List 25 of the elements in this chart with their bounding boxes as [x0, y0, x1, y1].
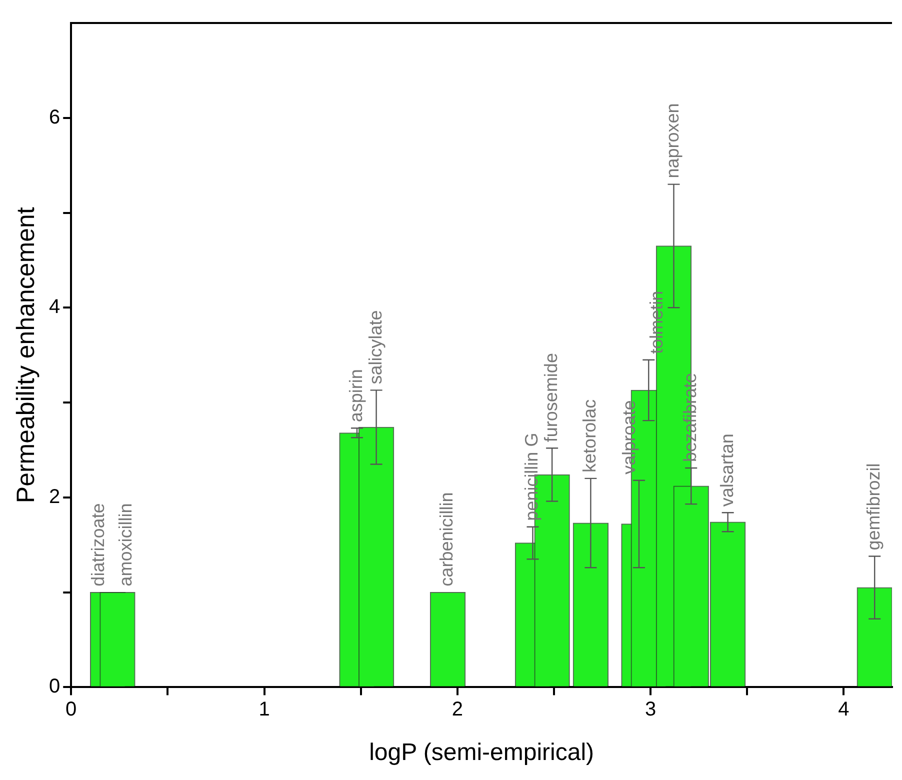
x-tick-label: 3 — [645, 698, 656, 721]
x-tick-label: 1 — [258, 698, 270, 721]
annotation: valproate — [618, 400, 639, 474]
x-tick-label: 4 — [838, 698, 850, 721]
annotation: penicillin G — [522, 432, 542, 521]
annotation: carbenicillin — [436, 492, 457, 586]
annotation: naproxen — [662, 103, 683, 178]
x-tick-label: 2 — [452, 698, 463, 721]
annotation: ketorolac — [580, 399, 600, 472]
y-tick-label: 2 — [49, 486, 60, 508]
x-axis-title: logP (semi-empirical) — [369, 739, 594, 766]
y-tick-label: 4 — [49, 296, 60, 318]
annotation: diatrizoate — [88, 503, 108, 586]
y-tick-label: 6 — [49, 106, 60, 128]
annotation: salicylate — [365, 310, 386, 384]
annotation: amoxicillin — [115, 503, 136, 586]
annotation: valsartan — [716, 434, 737, 507]
annotation: gemfibrozil — [864, 463, 884, 550]
x-tick-label: 0 — [66, 698, 77, 721]
annotation: aspirin — [346, 369, 366, 422]
annotation: bezafibrate — [680, 372, 700, 462]
annotation: tolmetin — [646, 290, 667, 354]
annotation: furosemide — [541, 353, 562, 442]
y-tick-label: 0 — [49, 676, 60, 698]
y-axis-title: Permeability enhancement — [12, 207, 40, 504]
